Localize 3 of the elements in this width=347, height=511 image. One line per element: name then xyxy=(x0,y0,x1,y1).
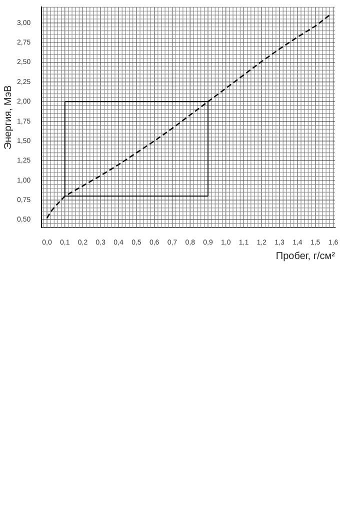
y-axis-title: Энергия, МэВ xyxy=(2,84,14,150)
x-axis-title: Пробег, г/см² xyxy=(276,250,336,262)
line-series xyxy=(46,14,330,219)
